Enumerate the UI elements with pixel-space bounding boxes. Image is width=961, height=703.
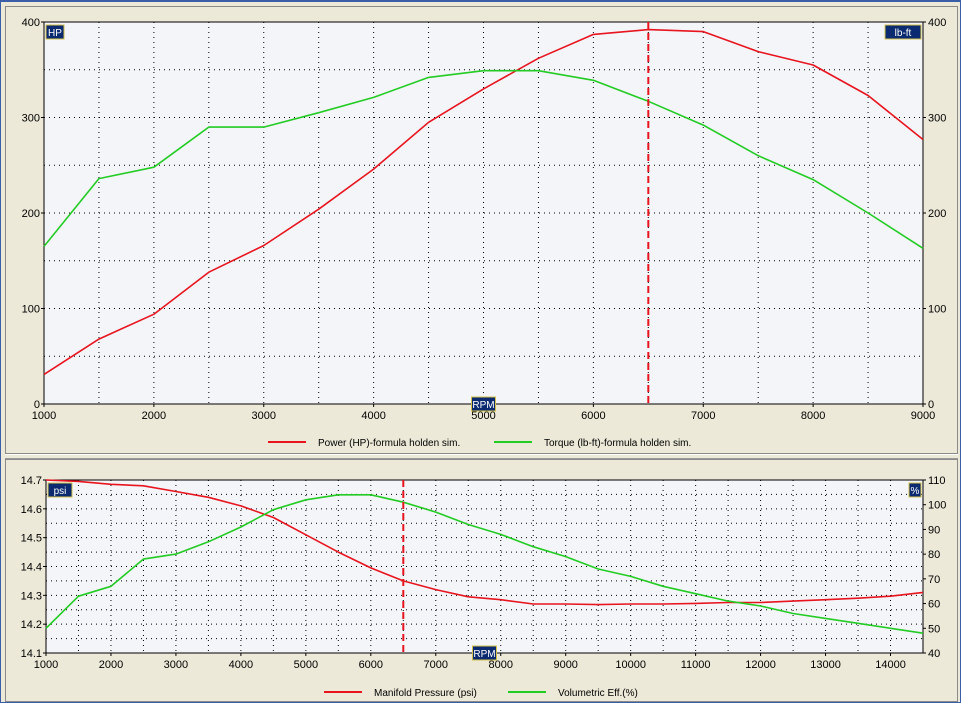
y-left-unit-badge-bg [47,482,73,498]
x-axis-unit-badge: RPM [473,649,495,660]
x-axis-unit-badge-bg [472,645,497,661]
y-right-tick-label: 0 [928,399,934,411]
y-right-tick-label: 100 [928,304,946,316]
x-tick-label: 10000 [615,659,646,671]
manifold-ve-chart: 1000 2000 3000 4000 5000 6000 7000 8000 9000 1000… [21,475,947,699]
panel-splitter[interactable] [5,454,958,459]
y-left-tick-label: 14.3 [21,590,42,602]
y-right-tick-label: 110 [928,475,946,487]
power-torque-chart: 1000 2000 3000 4000 5000 6000 7000 8000 90000100… [22,17,947,449]
x-axis-unit-badge: RPM [472,400,494,411]
y-left-tick-label: 100 [22,304,40,316]
x-tick-label: 9000 [911,410,935,422]
y-left-tick-label: 14.2 [21,619,42,631]
x-axis-unit-badge-group: RPM [471,396,496,412]
y-left-tick-label: 14.1 [21,648,42,660]
y-left-unit-badge: HP [48,28,62,39]
y-right-tick-label: 90 [928,524,940,536]
x-tick-label: 5000 [471,410,495,422]
y-right-unit-badge: % [911,486,920,497]
y-right-tick-label: 40 [928,648,940,660]
x-tick-label: 6000 [359,659,383,671]
x-tick-label: 4000 [361,410,385,422]
y-right-unit-badge-group: lb-ft [884,24,922,40]
y-right-tick-label: 200 [928,208,946,220]
legend-label-0: Power (HP)-formula holden sim. [318,438,460,449]
legend-label-0: Manifold Pressure (psi) [374,688,477,699]
y-left-tick-label: 14.4 [21,562,42,574]
y-right-tick-label: 100 [928,500,946,512]
x-tick-label: 13000 [810,659,841,671]
y-left-unit-badge-bg [45,24,65,40]
y-right-unit-badge: lb-ft [895,28,912,39]
x-axis-unit-badge-bg [471,396,496,412]
y-right-tick-label: 60 [928,599,940,611]
x-tick-label: 3000 [164,659,188,671]
legend-label-1: Volumetric Eff.(%) [558,688,638,699]
x-tick-label: 3000 [252,410,276,422]
x-tick-label: 14000 [875,659,906,671]
y-left-tick-label: 14.7 [21,475,42,487]
x-tick-label: 8000 [801,410,825,422]
y-right-tick-label: 80 [928,549,940,561]
x-tick-label: 7000 [691,410,715,422]
x-axis-unit-badge-group: RPM [472,645,497,661]
y-right-tick-label: 50 [928,623,940,635]
y-left-tick-label: 400 [22,17,40,29]
legend-label-1: Torque (lb-ft)-formula holden sim. [544,438,691,449]
series-line-1 [45,493,924,634]
y-right-tick-label: 70 [928,574,940,586]
y-right-tick-label: 300 [928,113,946,125]
series-line-1 [43,69,924,249]
x-tick-label: 9000 [553,659,577,671]
series-line-0 [45,479,924,606]
series-line-0 [43,28,924,376]
power-torque-panel: 1000 2000 3000 4000 5000 6000 7000 8000 9000 0 100… [5,6,958,454]
y-left-tick-label: 0 [34,399,40,411]
x-tick-label: 6000 [581,410,605,422]
x-tick-label: 12000 [745,659,776,671]
x-tick-label: 11000 [681,659,711,671]
manifold-ve-panel: 1000 2000 3000 4000 5000 6000 7000 8000 9000 1000… [5,459,958,702]
y-right-tick-label: 400 [928,17,946,29]
x-tick-label: 1000 [34,659,58,671]
x-tick-label: 7000 [424,659,448,671]
x-tick-label: 4000 [229,659,253,671]
y-left-tick-label: 14.5 [21,533,42,545]
y-left-tick-label: 300 [22,113,40,125]
y-left-unit-badge-group: psi [47,482,73,498]
x-tick-label: 1000 [32,410,56,422]
y-left-tick-label: 200 [22,208,40,220]
x-tick-label: 2000 [99,659,123,671]
y-right-unit-badge-bg [884,24,922,40]
y-right-unit-badge-group: % [908,482,922,498]
y-right-unit-badge-bg [908,482,922,498]
x-tick-label: 5000 [294,659,318,671]
y-left-unit-badge: psi [54,486,67,497]
x-tick-label: 8000 [488,659,512,671]
y-left-tick-label: 14.6 [21,504,42,516]
y-left-unit-badge-group: HP [45,24,65,40]
x-tick-label: 2000 [142,410,166,422]
